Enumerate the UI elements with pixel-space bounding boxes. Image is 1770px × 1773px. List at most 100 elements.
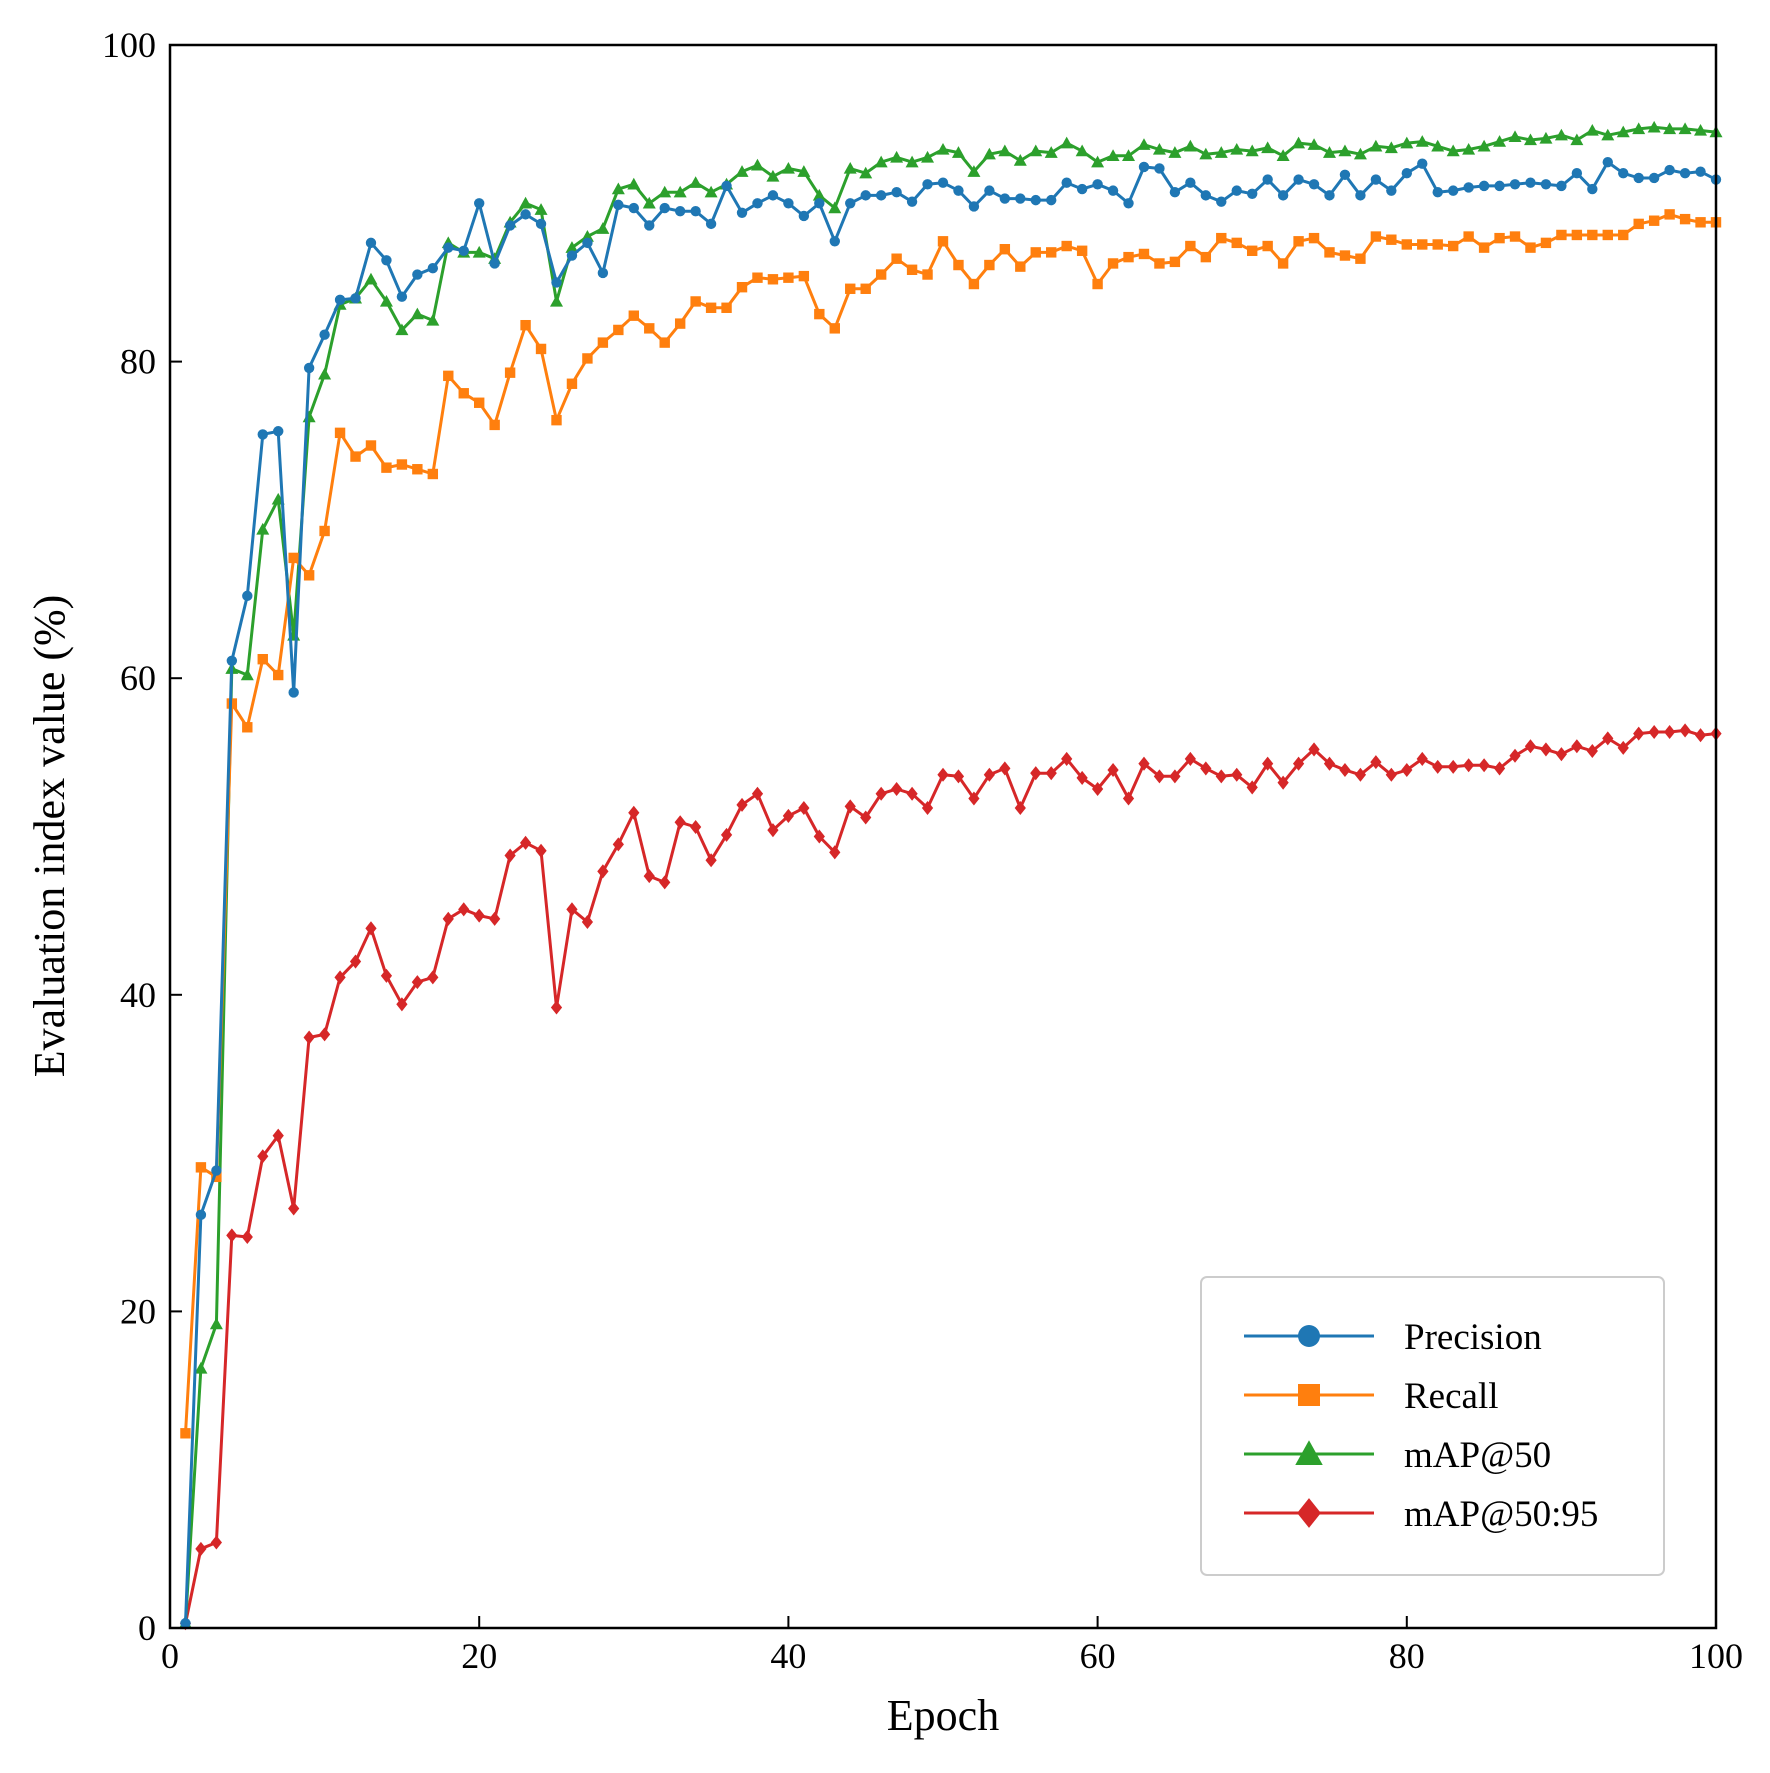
data-point-map-50-95 bbox=[1586, 743, 1598, 759]
data-point-precision bbox=[1679, 168, 1691, 179]
data-point-map-50-95 bbox=[628, 805, 640, 820]
data-point-recall bbox=[566, 378, 578, 389]
data-point-map-50-95 bbox=[365, 921, 377, 936]
data-point-recall bbox=[597, 337, 609, 348]
data-point-precision bbox=[180, 1618, 191, 1629]
data-point-map-50-95 bbox=[489, 911, 501, 926]
legend-frame bbox=[1200, 1276, 1665, 1576]
data-point-recall bbox=[504, 367, 516, 378]
data-point-map-50 bbox=[890, 150, 904, 163]
data-point-map-50 bbox=[1353, 147, 1367, 160]
data-point-map-50-95 bbox=[906, 786, 918, 801]
data-point-precision bbox=[1602, 156, 1613, 168]
data-point-recall bbox=[535, 343, 547, 355]
data-point-precision bbox=[1200, 190, 1212, 201]
data-point-precision bbox=[1432, 187, 1443, 198]
data-point-map-50-95 bbox=[1277, 775, 1289, 790]
y-tick-label: 40 bbox=[120, 975, 156, 1015]
data-point-recall bbox=[922, 269, 933, 280]
data-point-precision bbox=[1463, 182, 1474, 193]
data-point-precision bbox=[829, 236, 840, 247]
data-point-precision bbox=[273, 426, 284, 437]
data-point-precision bbox=[953, 185, 964, 196]
data-point-map-50 bbox=[1601, 128, 1615, 141]
data-point-recall bbox=[288, 552, 299, 564]
data-point-recall bbox=[1463, 231, 1474, 242]
data-point-map-50 bbox=[967, 165, 981, 177]
data-point-precision bbox=[1123, 198, 1134, 209]
data-point-recall bbox=[613, 324, 624, 336]
data-point-map-50 bbox=[1431, 139, 1445, 152]
data-point-map-50 bbox=[1462, 142, 1476, 155]
data-point-map-50 bbox=[1199, 147, 1213, 160]
data-point-map-50 bbox=[750, 158, 764, 171]
data-point-precision bbox=[365, 237, 377, 249]
legend-label-map-50-95: mAP@50:95 bbox=[1404, 1494, 1598, 1535]
data-point-recall bbox=[1370, 231, 1382, 242]
data-point-precision bbox=[412, 269, 423, 280]
data-point-recall bbox=[474, 397, 485, 408]
data-point-map-50-95 bbox=[968, 791, 980, 806]
data-point-precision bbox=[1092, 179, 1103, 190]
data-point-map-50 bbox=[1230, 142, 1244, 155]
data-point-recall bbox=[582, 353, 593, 364]
data-point-precision bbox=[195, 1209, 207, 1221]
data-point-map-50-95 bbox=[952, 769, 965, 784]
data-point-precision bbox=[1509, 179, 1521, 190]
data-point-recall bbox=[1664, 209, 1675, 220]
data-point-map-50 bbox=[302, 410, 316, 423]
legend-item-recall: Recall bbox=[1244, 1376, 1499, 1417]
data-point-map-50 bbox=[472, 245, 486, 258]
data-point-map-50 bbox=[828, 201, 842, 214]
data-point-map-50-95 bbox=[813, 829, 825, 844]
data-point-map-50 bbox=[1292, 136, 1306, 149]
data-point-precision bbox=[427, 263, 439, 274]
data-point-map-50-95 bbox=[690, 819, 702, 835]
data-point-map-50 bbox=[766, 169, 780, 182]
data-point-precision bbox=[535, 218, 547, 230]
data-point-recall bbox=[1571, 229, 1583, 241]
data-point-map-50-95 bbox=[1292, 756, 1305, 771]
data-point-map-50-95 bbox=[1122, 791, 1135, 806]
data-point-map-50 bbox=[550, 294, 563, 307]
data-point-map-50-95 bbox=[411, 975, 423, 990]
data-point-map-50 bbox=[1091, 155, 1105, 168]
data-point-map-50 bbox=[534, 203, 548, 215]
data-point-map-50-95 bbox=[1184, 751, 1196, 766]
data-point-map-50 bbox=[364, 272, 378, 285]
data-point-recall bbox=[1154, 258, 1165, 269]
data-point-map-50-95 bbox=[1339, 762, 1351, 778]
data-point-map-50-95 bbox=[1030, 766, 1042, 781]
data-point-recall bbox=[1478, 242, 1490, 253]
data-point-recall bbox=[211, 1171, 222, 1183]
data-point-precision bbox=[783, 198, 794, 209]
data-point-precision bbox=[814, 198, 825, 209]
series-line-recall bbox=[184, 212, 1716, 1434]
data-point-map-50-95 bbox=[999, 761, 1011, 776]
legend-item-precision: Precision bbox=[1244, 1317, 1542, 1358]
data-point-map-50-95 bbox=[427, 970, 439, 985]
data-point-map-50 bbox=[658, 185, 672, 198]
data-point-map-50-95 bbox=[396, 997, 408, 1012]
data-point-map-50-95 bbox=[1633, 726, 1645, 741]
data-point-recall bbox=[984, 259, 995, 271]
data-point-map-50 bbox=[1616, 125, 1630, 138]
data-point-map-50-95 bbox=[612, 837, 624, 852]
data-point-recall bbox=[1185, 240, 1196, 252]
data-point-recall bbox=[427, 468, 439, 480]
data-point-precision bbox=[1046, 194, 1057, 206]
data-point-map-50 bbox=[1137, 138, 1151, 150]
data-point-precision bbox=[1478, 180, 1490, 192]
data-point-precision bbox=[520, 209, 531, 220]
data-point-map-50-95 bbox=[767, 823, 779, 838]
data-point-recall bbox=[783, 272, 794, 283]
axis-ticks: 0 20 40 60 80 100 0 20 40 60 80 100 bbox=[102, 25, 1743, 1676]
data-point-recall bbox=[1633, 218, 1644, 230]
data-point-map-50-95 bbox=[226, 1228, 238, 1243]
data-point-map-50 bbox=[1183, 139, 1197, 152]
data-point-map-50 bbox=[318, 367, 332, 380]
data-point-recall bbox=[412, 464, 423, 475]
data-point-map-50 bbox=[1261, 141, 1275, 154]
data-point-map-50 bbox=[1029, 144, 1043, 157]
data-point-recall bbox=[1417, 239, 1428, 250]
